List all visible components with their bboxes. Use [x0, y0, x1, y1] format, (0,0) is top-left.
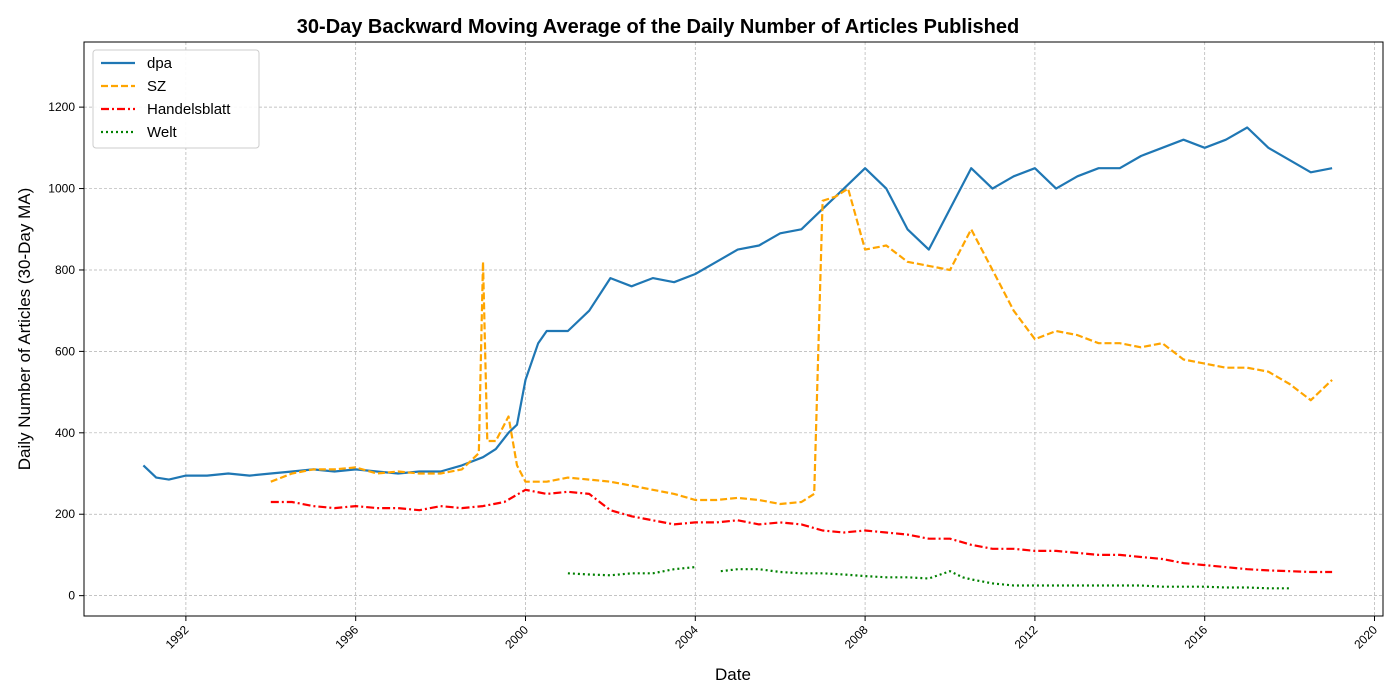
y-tick-label: 1000	[48, 182, 75, 196]
series-line-welt	[567, 566, 1290, 590]
legend: dpa SZ Handelsblatt Welt	[92, 49, 260, 149]
y-tick-label: 200	[55, 507, 75, 521]
legend-label: SZ	[147, 78, 166, 95]
y-axis-label: Daily Number of Articles (30-Day MA)	[15, 188, 34, 470]
legend-label: Welt	[147, 124, 178, 141]
y-tick-label: 1200	[48, 100, 75, 114]
series-line-handelsblatt	[270, 488, 1333, 574]
x-tick-label: 2020	[1351, 623, 1380, 652]
series-line-dpa	[142, 126, 1333, 481]
x-tick-label: 2004	[672, 623, 701, 652]
y-tick-label: 600	[55, 344, 75, 358]
x-tick-label: 1996	[332, 623, 361, 652]
x-axis-label: Date	[715, 665, 751, 684]
chart-title: 30-Day Backward Moving Average of the Da…	[297, 16, 1019, 38]
series-line-sz	[270, 187, 1333, 506]
legend-label: dpa	[147, 55, 173, 72]
x-tick-label: 2008	[842, 623, 871, 652]
y-tick-label: 0	[68, 589, 75, 603]
series-lines	[142, 126, 1333, 590]
x-tick-label: 2012	[1012, 623, 1041, 652]
legend-label: Handelsblatt	[147, 101, 231, 118]
plot-frame	[83, 41, 1384, 617]
y-tick-label: 800	[55, 263, 75, 277]
x-tick-label: 2016	[1181, 623, 1210, 652]
y-tick-label: 400	[55, 426, 75, 440]
grid-lines	[84, 42, 1383, 616]
x-axis-ticks: 1992 1996 2000 2004 2008 2012 2016 2020	[163, 616, 1380, 652]
y-axis-ticks: 0 200 400 600 800 1000 1200	[48, 100, 84, 603]
x-tick-label: 1992	[163, 623, 192, 652]
legend-box	[92, 49, 260, 149]
x-tick-label: 2000	[502, 623, 531, 652]
